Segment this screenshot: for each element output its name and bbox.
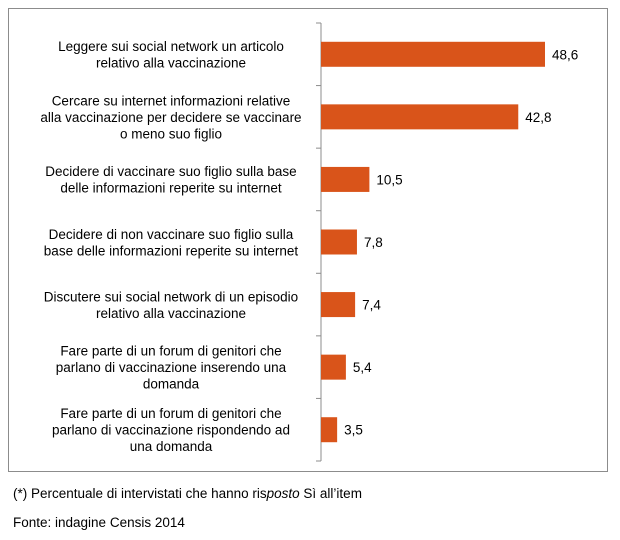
category-label-6: Fare parte di un forum di genitori che pa… bbox=[56, 344, 287, 392]
bar-4 bbox=[321, 229, 357, 255]
category-label-line: alla vaccinazione per decidere se vaccin… bbox=[40, 110, 301, 125]
value-label-2: 42,8 bbox=[525, 110, 551, 125]
category-label-4: Decidere di non vaccinare suo figlio sul… bbox=[44, 227, 299, 259]
category-label-line: base delle informazioni reperite su inte… bbox=[44, 243, 299, 258]
bar-3 bbox=[321, 166, 370, 192]
category-label-line: relativo alla vaccinazione bbox=[96, 306, 246, 321]
category-label-line: Fare parte di un forum di genitori che bbox=[60, 406, 281, 421]
chart-frame: 48,6 Leggere sui social network un artico… bbox=[8, 8, 608, 472]
bar-2 bbox=[321, 104, 519, 130]
category-label-line: parlano di vaccinazione rispondendo ad bbox=[52, 423, 290, 438]
bar-7 bbox=[321, 417, 338, 443]
bar-chart: 48,6 Leggere sui social network un artico… bbox=[40, 22, 578, 462]
category-label-5: Discutere sui social network di un episo… bbox=[44, 289, 298, 321]
category-label-line: Decidere di non vaccinare suo figlio sul… bbox=[49, 227, 294, 242]
category-label-2: Cercare su internet informazioni relativ… bbox=[40, 93, 301, 141]
category-label-line: Cercare su internet informazioni relativ… bbox=[52, 93, 291, 108]
bar-5 bbox=[321, 292, 356, 318]
value-label-7: 3,5 bbox=[344, 423, 363, 438]
category-label-line: Discutere sui social network di un episo… bbox=[44, 289, 298, 304]
category-label-line: una domanda bbox=[130, 439, 213, 454]
value-label-1: 48,6 bbox=[552, 47, 578, 62]
footnote: (*) Percentuale di intervistati che hann… bbox=[13, 486, 362, 501]
category-label-line: delle informazioni reperite su internet bbox=[60, 181, 282, 196]
category-label-line: Leggere sui social network un articolo bbox=[58, 39, 284, 54]
category-label-1: Leggere sui social network un articolo re… bbox=[58, 39, 284, 71]
category-label-3: Decidere di vaccinare suo figlio sulla b… bbox=[45, 164, 296, 196]
value-label-3: 10,5 bbox=[376, 172, 402, 187]
footnote-italic: posto bbox=[266, 486, 300, 501]
category-label-line: relativo alla vaccinazione bbox=[96, 56, 246, 71]
category-label-line: domanda bbox=[143, 377, 200, 392]
category-label-line: Fare parte di un forum di genitori che bbox=[60, 344, 281, 359]
category-label-7: Fare parte di un forum di genitori che pa… bbox=[52, 406, 290, 454]
category-label-line: parlano di vaccinazione inserendo una bbox=[56, 360, 287, 375]
value-label-5: 7,4 bbox=[362, 298, 381, 313]
category-label-line: o meno suo figlio bbox=[120, 126, 222, 141]
value-label-4: 7,8 bbox=[364, 235, 383, 250]
footnote-suffix: Sì all’item bbox=[299, 486, 362, 501]
value-label-6: 5,4 bbox=[353, 360, 372, 375]
bar-6 bbox=[321, 354, 346, 380]
bar-1 bbox=[321, 41, 545, 67]
source-note: Fonte: indagine Censis 2014 bbox=[13, 515, 185, 530]
footnote-prefix: (*) Percentuale di intervistati che hann… bbox=[13, 486, 267, 501]
category-label-line: Decidere di vaccinare suo figlio sulla b… bbox=[45, 164, 296, 179]
